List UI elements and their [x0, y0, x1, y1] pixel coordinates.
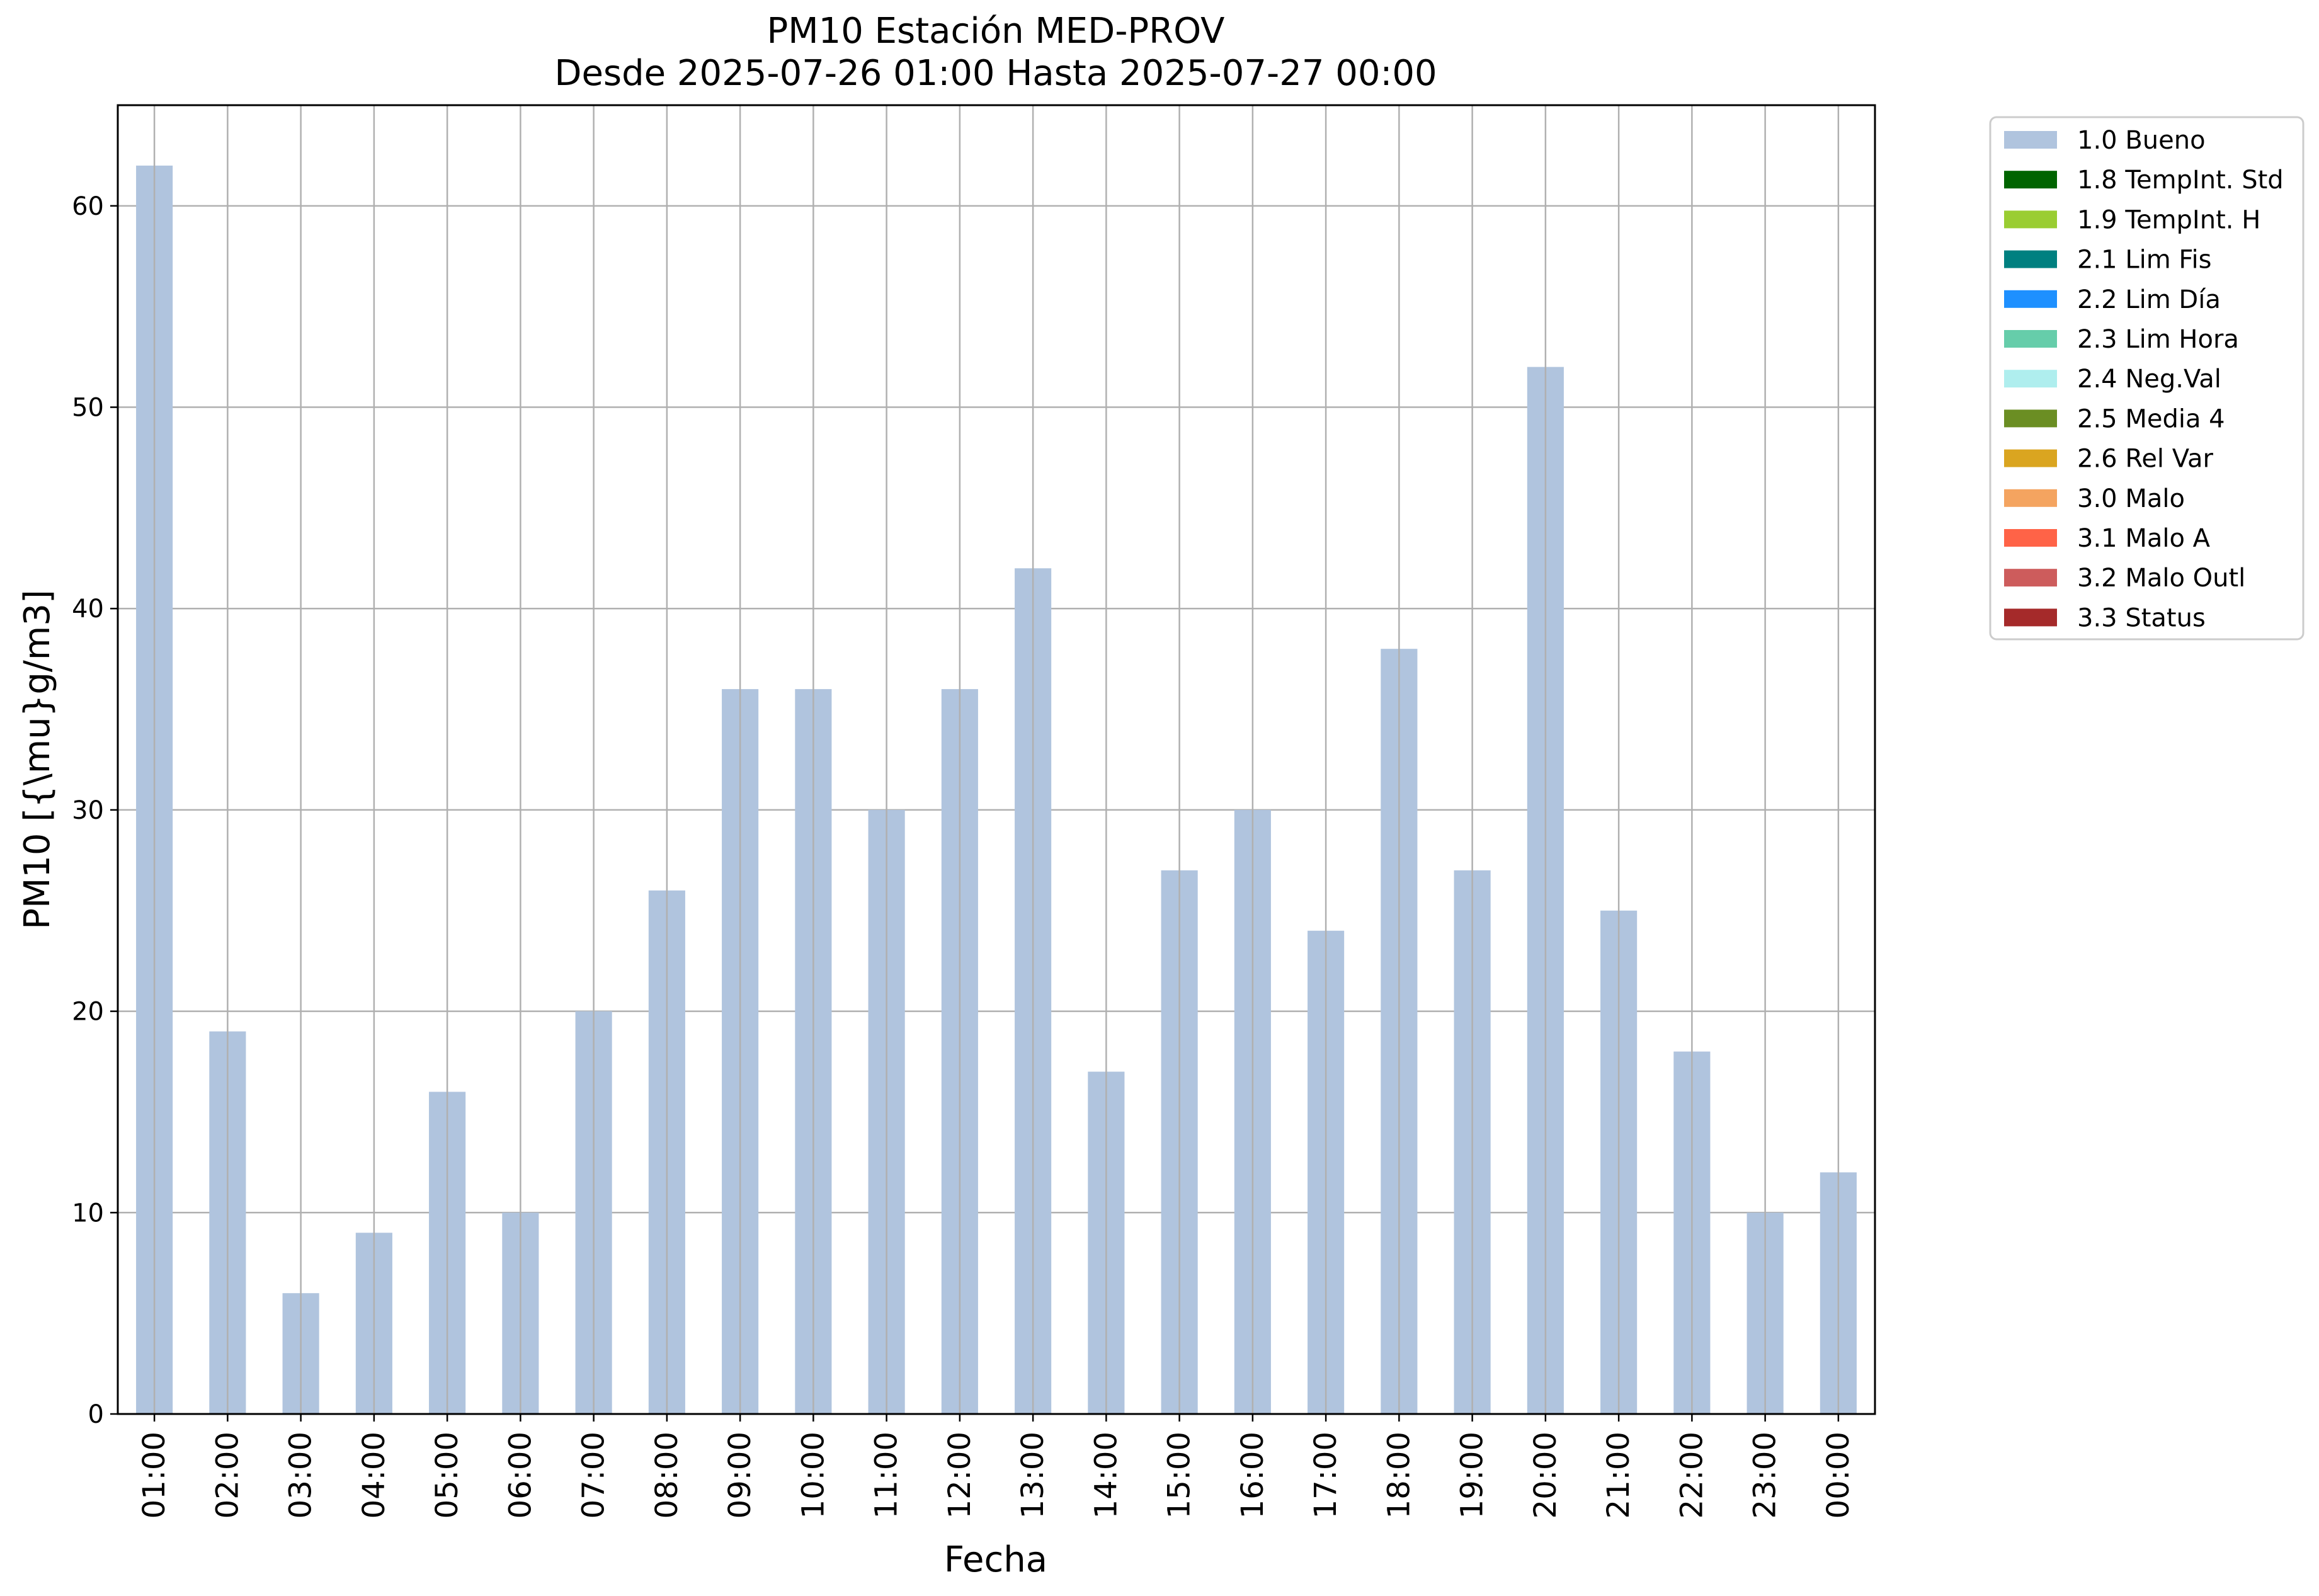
chart-title: PM10 Estación MED-PROV [767, 11, 1225, 52]
y-tick-label: 20 [72, 998, 104, 1027]
legend-swatch [2004, 210, 2057, 229]
legend-swatch [2004, 250, 2057, 268]
legend-entry-label: 3.3 Status [2077, 603, 2206, 632]
x-tick-label: 00:00 [1821, 1432, 1856, 1519]
x-axis-label: Fecha [944, 1539, 1047, 1580]
plot-frame [117, 104, 1876, 1415]
legend-entry-label: 2.6 Rel Var [2077, 445, 2214, 474]
x-tick-label: 15:00 [1162, 1432, 1197, 1519]
legend-entry-label: 2.2 Lim Día [2077, 285, 2221, 314]
x-axis: 01:00 02:00 03:00 04:00 05:00 06:00 07:00 08:00… [137, 1414, 1856, 1519]
x-tick-label: 14:00 [1088, 1432, 1124, 1519]
y-tick-label: 40 [72, 595, 104, 624]
legend-entry-label: 1.9 TempInt. H [2077, 205, 2260, 234]
legend: 1.0 Bueno 1.8 TempInt. Std 1.9 TempInt. H 2… [1989, 116, 2305, 641]
x-tick-label: 16:00 [1235, 1432, 1270, 1519]
x-tick-label: 11:00 [869, 1432, 904, 1519]
legend-entry-label: 1.0 Bueno [2077, 126, 2206, 155]
y-tick-label: 30 [72, 796, 104, 825]
vertical-grid-layer [153, 105, 1840, 1414]
x-tick-label: 06:00 [503, 1432, 538, 1519]
legend-swatch [2004, 131, 2057, 149]
legend-swatch [2004, 569, 2057, 587]
x-tick-label: 07:00 [576, 1432, 612, 1519]
legend-swatch [2004, 290, 2057, 308]
x-tick-label: 22:00 [1674, 1432, 1709, 1519]
x-tick-label: 08:00 [649, 1432, 685, 1519]
x-tick-label: 04:00 [356, 1432, 392, 1519]
x-tick-label: 10:00 [795, 1432, 831, 1519]
x-tick-label: 17:00 [1308, 1432, 1343, 1519]
x-tick-label: 20:00 [1528, 1432, 1563, 1519]
legend-entry-label: 1.8 TempInt. Std [2077, 166, 2284, 195]
y-axis-label: PM10 [{\mu}g/m3] [17, 590, 58, 930]
x-tick-label: 03:00 [283, 1432, 319, 1519]
y-tick-label: 60 [72, 192, 104, 221]
x-tick-label: 12:00 [942, 1432, 977, 1519]
x-tick-label: 05:00 [430, 1432, 465, 1519]
y-tick-label: 10 [72, 1199, 104, 1228]
x-tick-label: 23:00 [1748, 1432, 1783, 1519]
legend-entry-label: 2.4 Neg.Val [2077, 365, 2221, 394]
legend-swatch [2004, 529, 2057, 547]
x-tick-label: 13:00 [1015, 1432, 1051, 1519]
legend-entry-label: 3.1 Malo A [2077, 524, 2211, 553]
x-tick-label: 02:00 [210, 1432, 245, 1519]
x-tick-label: 01:00 [137, 1432, 172, 1519]
legend-swatch [2004, 608, 2057, 627]
x-tick-label: 19:00 [1455, 1432, 1490, 1519]
grid-layer [118, 205, 1875, 1415]
legend-swatch [2004, 489, 2057, 507]
legend-swatch [2004, 171, 2057, 189]
chart-subtitle: Desde 2025-07-26 01:00 Hasta 2025-07-27 … [554, 53, 1437, 94]
y-tick-label: 50 [72, 394, 104, 423]
legend-entry-label: 3.0 Malo [2077, 484, 2185, 513]
y-axis: 0 10 20 30 40 50 60 [72, 192, 118, 1429]
legend-swatch [2004, 409, 2057, 428]
legend-entry-label: 2.3 Lim Hora [2077, 325, 2239, 354]
legend-swatch [2004, 449, 2057, 467]
legend-box [1989, 116, 2305, 641]
legend-entry-label: 2.1 Lim Fis [2077, 246, 2211, 275]
x-tick-label: 18:00 [1381, 1432, 1416, 1519]
legend-swatch [2004, 330, 2057, 348]
legend-swatch [2004, 370, 2057, 388]
x-tick-label: 21:00 [1601, 1432, 1636, 1519]
x-tick-label: 09:00 [722, 1432, 758, 1519]
legend-entry-label: 3.2 Malo Outl [2077, 564, 2245, 593]
y-tick-label: 0 [88, 1400, 104, 1429]
legend-entry-label: 2.5 Media 4 [2077, 404, 2225, 433]
